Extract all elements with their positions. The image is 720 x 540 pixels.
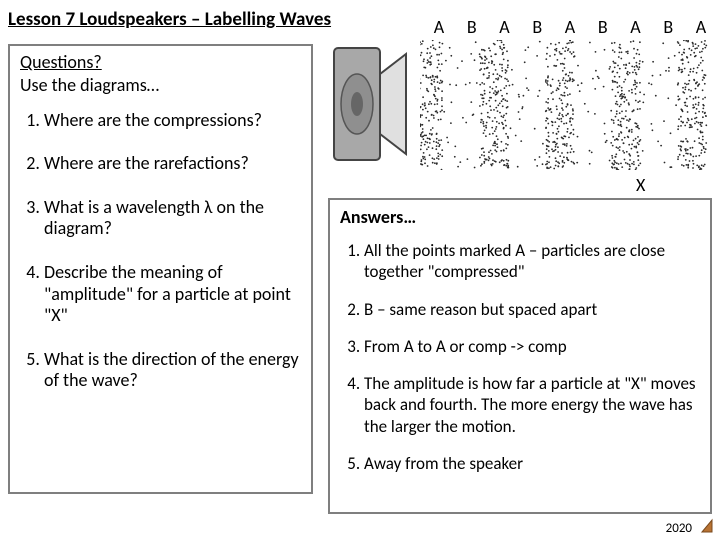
questions-list: Where are the compressions? Where are th…: [20, 110, 301, 392]
answer-item: B – same reason but spaced apart: [364, 299, 700, 320]
wave-labels-row: A B A B A B A B A: [430, 16, 710, 38]
question-item: Describe the meaning of "amplitude" for …: [44, 262, 301, 327]
questions-sub: Use the diagrams…: [20, 74, 301, 96]
footer-year: 2020: [666, 521, 692, 536]
wave-label: A: [561, 16, 579, 38]
answers-heading: Answers…: [340, 206, 700, 228]
wave-label: B: [463, 16, 481, 38]
questions-heading: Questions?: [20, 52, 301, 74]
longitudinal-wave-particles: [420, 40, 710, 170]
wave-label: A: [496, 16, 514, 38]
wave-diagram: A B A B A B A B A X: [330, 16, 712, 186]
wave-label: B: [528, 16, 546, 38]
wave-label: B: [659, 16, 677, 38]
answer-item: The amplitude is how far a particle at "…: [364, 373, 700, 437]
question-item: Where are the rarefactions?: [44, 153, 301, 175]
question-item: Where are the compressions?: [44, 110, 301, 132]
answer-item: Away from the speaker: [364, 453, 700, 474]
question-item: What is the direction of the energy of t…: [44, 349, 301, 392]
speaker-icon: [330, 44, 410, 164]
corner-decoration-icon: [698, 516, 716, 534]
answer-item: All the points marked A – particles are …: [364, 240, 700, 283]
wave-label: A: [692, 16, 710, 38]
answer-item: From A to A or comp -> comp: [364, 336, 700, 357]
wave-label: A: [430, 16, 448, 38]
question-item: What is a wavelength λ on the diagram?: [44, 197, 301, 240]
answers-box: Answers… All the points marked A – parti…: [328, 198, 712, 514]
lesson-title: Lesson 7 Loudspeakers – Labelling Waves: [8, 8, 331, 31]
x-marker: X: [636, 174, 645, 196]
wave-label: B: [594, 16, 612, 38]
answers-list: All the points marked A – particles are …: [340, 240, 700, 474]
questions-box: Questions? Use the diagrams… Where are t…: [8, 44, 313, 494]
wave-label: A: [627, 16, 645, 38]
